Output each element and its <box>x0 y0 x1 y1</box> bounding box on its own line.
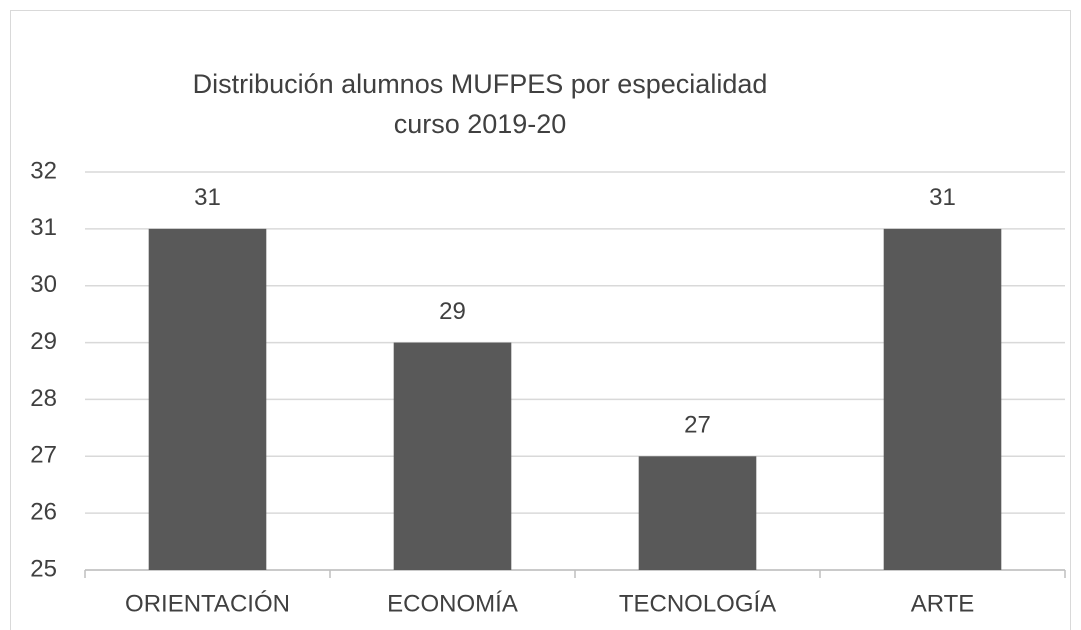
x-tick-label: ECONOMÍA <box>387 590 518 617</box>
y-tick-label: 29 <box>30 328 57 355</box>
chart-subtitle: curso 2019-20 <box>394 109 567 139</box>
bar <box>638 456 757 570</box>
y-tick-label: 26 <box>30 498 57 525</box>
data-label: 29 <box>439 298 466 325</box>
bar <box>883 228 1002 570</box>
x-tick-label: ARTE <box>911 590 975 617</box>
data-label: 27 <box>684 412 711 439</box>
data-label: 31 <box>929 184 956 211</box>
y-tick-label: 30 <box>30 271 57 298</box>
data-label: 31 <box>194 184 221 211</box>
y-tick-label: 31 <box>30 214 57 241</box>
bar <box>148 228 267 570</box>
chart-frame <box>10 10 1071 630</box>
x-tick-label: ORIENTACIÓN <box>125 590 290 617</box>
bar <box>393 342 512 570</box>
y-tick-label: 25 <box>30 555 57 582</box>
x-tick-label: TECNOLOGÍA <box>619 590 776 617</box>
y-tick-label: 27 <box>30 442 57 469</box>
y-tick-label: 28 <box>30 385 57 412</box>
chart-title: Distribución alumnos MUFPES por especial… <box>193 69 768 99</box>
y-tick-label: 32 <box>30 157 57 184</box>
